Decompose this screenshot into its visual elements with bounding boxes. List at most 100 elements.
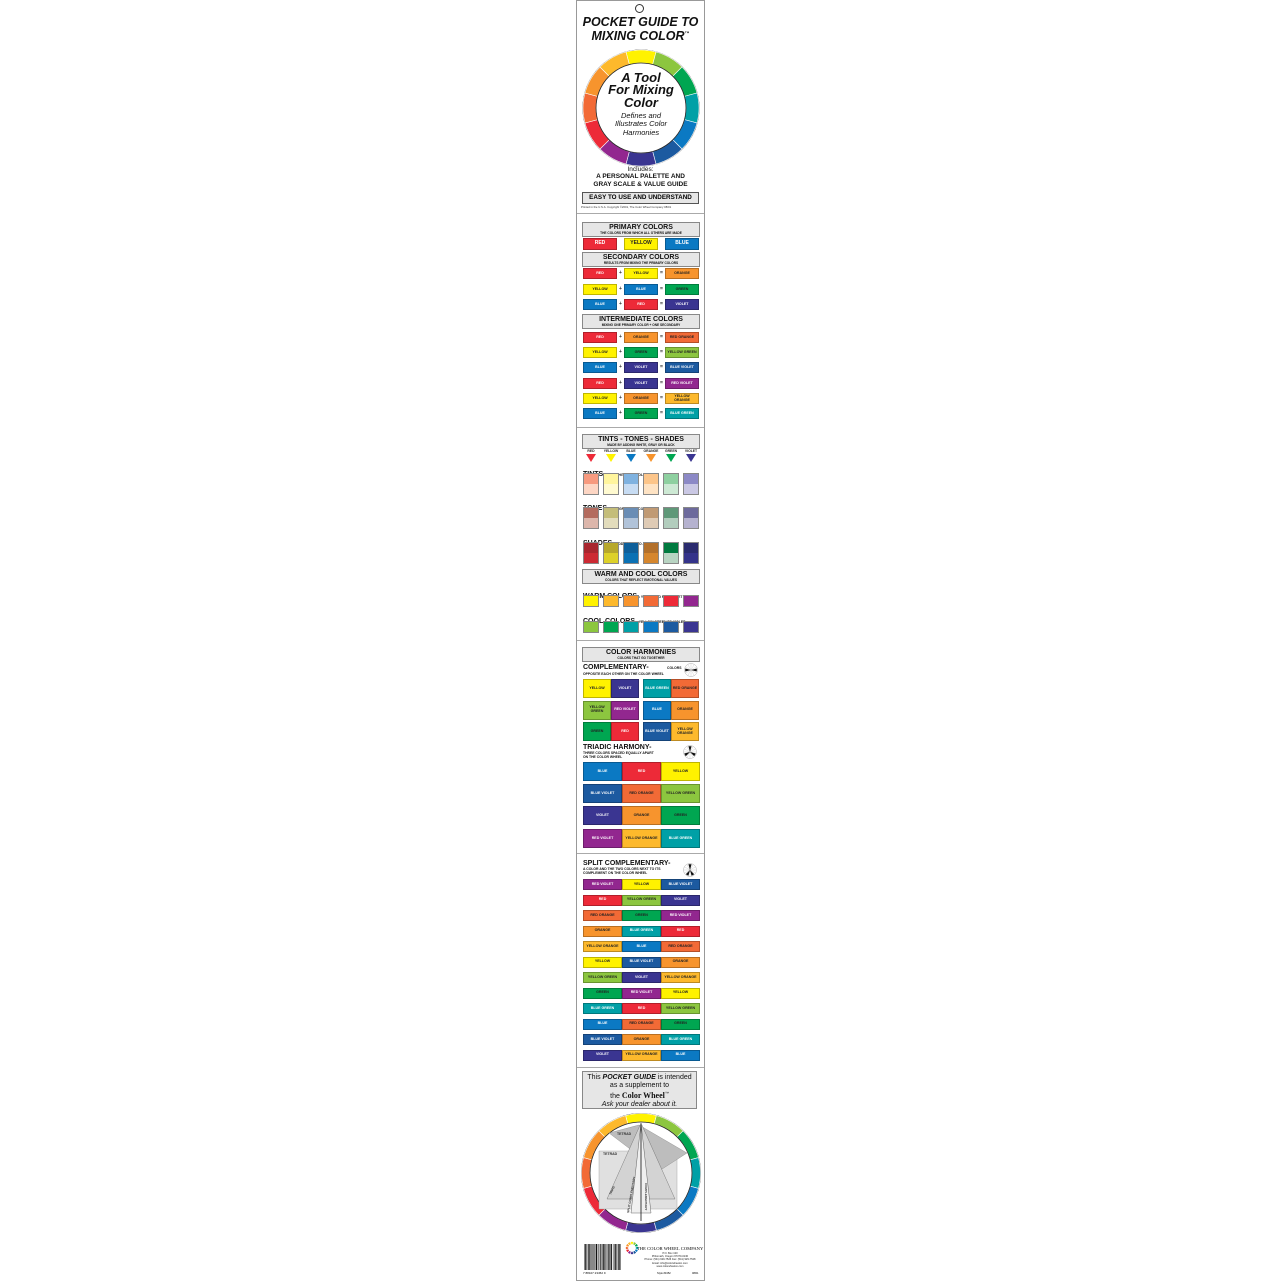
split-label: SPLIT COMPLEMENTARY-	[583, 860, 671, 867]
plus-sign: +	[619, 270, 622, 276]
title-line-1: POCKET GUIDE TO	[582, 15, 699, 29]
color-swatch-red-orange: RED ORANGE	[622, 784, 661, 803]
tool-line-3: Color	[624, 94, 658, 110]
color-swatch-violet: VIOLET	[624, 362, 658, 373]
equals-sign: =	[660, 380, 663, 386]
section-header: PRIMARY COLORS THE COLORS FROM WHICH ALL …	[582, 222, 700, 237]
color-swatch-yellow-green: YELLOW GREEN	[583, 700, 611, 720]
section-divider	[577, 640, 704, 641]
color-swatch-red: RED	[583, 378, 617, 389]
color-swatch-yellow: YELLOW	[583, 347, 617, 358]
color-swatch-blue: BLUE	[583, 762, 622, 781]
color-swatch-blue-green: BLUE GREEN	[622, 925, 661, 937]
color-swatch-blue: BLUE	[583, 299, 617, 310]
equals-sign: =	[660, 410, 663, 416]
color-swatch-violet: VIOLET	[622, 972, 661, 983]
color-swatch-violet: VIOLET	[611, 679, 639, 698]
color-swatch-blue: BLUE	[583, 408, 617, 419]
value-swatch	[663, 507, 679, 529]
color-swatch-red: RED	[583, 332, 617, 343]
color-swatch-yellow: YELLOW	[583, 956, 622, 968]
wheel-segment-yellow	[625, 49, 657, 65]
tetrad-label: TETRAD	[603, 1152, 618, 1156]
color-swatch-yellow: YELLOW	[622, 879, 661, 890]
wheel-center-text: A Tool For Mixing Color Defines and Illu…	[601, 70, 681, 137]
supplement-note: This POCKET GUIDE is intended as a suppl…	[582, 1071, 697, 1109]
plus-sign: +	[619, 395, 622, 401]
section-subtitle: COLORS THAT REFLECT EMOTIONAL VALUES	[605, 578, 677, 582]
warm-swatch-red-orange	[643, 595, 659, 607]
easy-banner: EASY TO USE AND UNDERSTAND	[582, 192, 699, 204]
color-swatch-orange: ORANGE	[624, 393, 658, 404]
color-swatch-blue-green: BLUE GREEN	[665, 408, 699, 419]
color-swatch-blue-green: BLUE GREEN	[661, 829, 700, 848]
value-swatch	[643, 507, 659, 529]
triadic-wheel-icon	[683, 745, 697, 759]
color-wheel-brand: Color Wheel	[621, 1090, 665, 1100]
color-swatch-violet: VIOLET	[583, 806, 622, 825]
color-swatch-red: RED	[583, 894, 622, 906]
section-header: WARM AND COOL COLORS COLORS THAT REFLECT …	[582, 569, 700, 584]
split-wheel-icon	[683, 863, 697, 877]
defines-line-2: Illustrates Color	[614, 119, 668, 129]
color-swatch-orange: ORANGE	[622, 1034, 661, 1045]
hue-triangle-icon	[686, 454, 696, 462]
color-swatch-red-violet: RED VIOLET	[583, 829, 622, 848]
address-line: www.colorwheelco.com	[656, 1264, 684, 1268]
color-swatch-yellow-orange: YELLOW ORANGE	[583, 941, 622, 952]
plus-sign: +	[619, 334, 622, 340]
tool-line-2: For Mixing	[608, 82, 674, 98]
color-swatch-blue: BLUE	[622, 941, 661, 952]
includes-label: Includes:	[627, 166, 654, 173]
color-swatch-yellow-green: YELLOW GREEN	[661, 1003, 700, 1014]
trademark: ™	[664, 1090, 669, 1096]
color-swatch-blue: BLUE	[583, 362, 617, 373]
color-swatch-blue-green: BLUE GREEN	[583, 1003, 622, 1014]
color-swatch-yellow-green: YELLOW GREEN	[583, 972, 622, 983]
address-line: Email: info@colorwheelco.com	[652, 1261, 688, 1265]
value-swatch	[683, 542, 699, 564]
value-swatch	[643, 473, 659, 495]
color-swatch-orange: ORANGE	[622, 806, 661, 825]
color-swatch-green: GREEN	[665, 284, 699, 295]
section-divider	[577, 853, 704, 854]
section-subtitle: COLORS THAT GO TOGETHER	[617, 656, 665, 660]
color-swatch-green: GREEN	[661, 806, 700, 825]
color-swatch-blue: BLUE	[583, 1018, 622, 1030]
plus-sign: +	[619, 286, 622, 292]
includes-line-1: A PERSONAL PALETTE AND	[596, 173, 685, 181]
tetrad-label: TETRAD	[617, 1132, 632, 1136]
color-swatch-red-orange: RED ORANGE	[622, 1018, 661, 1030]
note-line-2: as a supplement to	[609, 1082, 670, 1090]
section-title: WARM AND COOL COLORS	[594, 571, 688, 578]
color-swatch-blue-green: BLUE GREEN	[643, 679, 671, 698]
section-title: COLOR HARMONIES	[606, 649, 676, 656]
color-swatch-yellow: YELLOW	[661, 762, 700, 781]
row-label-note: = YELLOW TO RED-VIOLET	[637, 595, 683, 599]
color-swatch-orange: ORANGE	[671, 700, 699, 720]
color-swatch-red-violet: RED VIOLET	[583, 879, 622, 890]
triadic-note-1: THREE COLORS SPACED EQUALLY APART	[583, 751, 654, 755]
hue-label: ORANGE	[643, 449, 659, 453]
color-swatch-blue: BLUE	[665, 238, 699, 250]
color-swatch-red: RED	[611, 722, 639, 741]
hue-label: BLUE	[626, 449, 636, 453]
color-swatch-yellow-green: YELLOW GREEN	[622, 894, 661, 906]
color-swatch-green: GREEN	[583, 722, 611, 741]
color-swatch-yellow-green: YELLOW GREEN	[661, 784, 700, 803]
defines-line-3: Harmonies	[622, 127, 660, 137]
note-post: is intended	[655, 1074, 692, 1081]
plus-sign: +	[619, 301, 622, 307]
section-title: PRIMARY COLORS	[609, 224, 673, 231]
color-swatch-blue-violet: BLUE VIOLET	[583, 1034, 622, 1045]
color-swatch-red-violet: RED VIOLET	[622, 987, 661, 999]
section-divider	[577, 427, 704, 428]
color-swatch-orange: ORANGE	[624, 332, 658, 343]
equals-sign: =	[660, 395, 663, 401]
value-swatch	[623, 507, 639, 529]
includes-text: Includes: A PERSONAL PALETTE AND GRAY SC…	[577, 166, 704, 188]
color-swatch-violet: VIOLET	[665, 299, 699, 310]
equals-sign: =	[660, 301, 663, 307]
hue-label: RED	[587, 449, 595, 453]
tool-line-1: A Tool	[621, 70, 661, 85]
